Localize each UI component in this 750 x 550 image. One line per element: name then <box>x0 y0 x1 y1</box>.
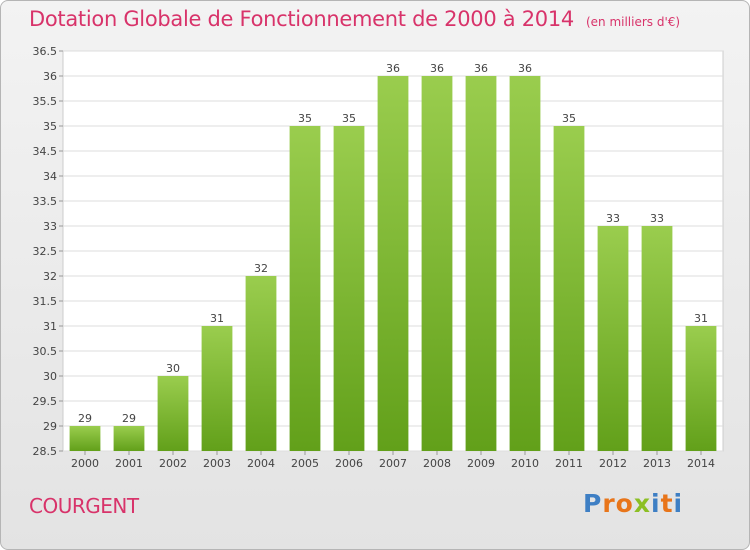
logo-letter: t <box>660 489 674 518</box>
data-label: 32 <box>254 262 268 275</box>
chart-title-text: Dotation Globale de Fonctionnement de 20… <box>29 7 574 31</box>
logo-letter: i <box>651 489 661 518</box>
chart-subtitle: (en milliers d'€) <box>585 15 681 29</box>
x-tick-label: 2006 <box>335 457 363 470</box>
logo-letter: o <box>615 489 634 518</box>
data-label: 29 <box>78 412 92 425</box>
x-tick-label: 2007 <box>379 457 407 470</box>
bar-2007 <box>377 76 409 451</box>
data-label: 33 <box>650 212 664 225</box>
data-labels: 29 29 30 31 32 35 35 36 36 36 36 35 33 33 31 <box>78 62 708 425</box>
data-label: 33 <box>606 212 620 225</box>
bar-2001 <box>113 426 145 451</box>
logo-letter: P <box>583 489 603 518</box>
bar-2004 <box>245 276 277 451</box>
bar-2012 <box>597 226 629 451</box>
x-tick-label: 2009 <box>467 457 495 470</box>
x-tick-label: 2001 <box>115 457 143 470</box>
bar-2003 <box>201 326 233 451</box>
x-tick-label: 2002 <box>159 457 187 470</box>
bar-2006 <box>333 126 365 451</box>
y-tick-label: 30 <box>43 370 57 383</box>
x-tick-label: 2011 <box>555 457 583 470</box>
y-tick-label: 31 <box>43 320 57 333</box>
logo-letter: r <box>602 489 616 518</box>
x-tick-label: 2010 <box>511 457 539 470</box>
data-label: 35 <box>298 112 312 125</box>
proxiti-logo[interactable]: Proxiti <box>583 489 683 518</box>
bar-2011 <box>553 126 585 451</box>
y-tick-label: 34 <box>43 170 57 183</box>
bar-2008 <box>421 76 453 451</box>
bar-2010 <box>509 76 541 451</box>
y-tick-label: 33.5 <box>33 195 58 208</box>
x-tick-label: 2003 <box>203 457 231 470</box>
y-tick-label: 35 <box>43 120 57 133</box>
y-tick-label: 35.5 <box>33 95 58 108</box>
y-tick-label: 32.5 <box>33 245 58 258</box>
y-tick-label: 34.5 <box>33 145 58 158</box>
data-label: 36 <box>474 62 488 75</box>
logo-letter: i <box>673 489 684 518</box>
data-label: 31 <box>694 312 708 325</box>
bars <box>69 76 717 455</box>
x-tick-labels: 2000 2001 2002 2003 2004 2005 2006 2007 2008 2009… <box>71 457 715 470</box>
data-label: 36 <box>386 62 400 75</box>
bar-2009 <box>465 76 497 451</box>
bar-2014 <box>685 326 717 451</box>
data-label: 36 <box>430 62 444 75</box>
x-tick-label: 2008 <box>423 457 451 470</box>
x-tick-label: 2014 <box>687 457 715 470</box>
data-label: 35 <box>342 112 356 125</box>
y-tick-label: 29.5 <box>33 395 58 408</box>
x-tick-label: 2000 <box>71 457 99 470</box>
commune-name: COURGENT <box>29 494 139 518</box>
chart-title: Dotation Globale de Fonctionnement de 20… <box>29 7 680 31</box>
y-tick-label: 29 <box>43 420 57 433</box>
bar-2002 <box>157 376 189 451</box>
y-tick-label: 28.5 <box>33 445 58 458</box>
y-tick-label: 33 <box>43 220 57 233</box>
x-tick-label: 2012 <box>599 457 627 470</box>
bar-2005 <box>289 126 321 451</box>
data-label: 30 <box>166 362 180 375</box>
data-label: 31 <box>210 312 224 325</box>
bar-2000 <box>69 426 101 451</box>
x-tick-label: 2013 <box>643 457 671 470</box>
bar-2013 <box>641 226 673 451</box>
x-tick-label: 2004 <box>247 457 275 470</box>
x-tick-label: 2005 <box>291 457 319 470</box>
y-tick-label: 36.5 <box>33 45 58 58</box>
data-label: 36 <box>518 62 532 75</box>
y-tick-label: 30.5 <box>33 345 58 358</box>
data-label: 29 <box>122 412 136 425</box>
y-tick-label: 32 <box>43 270 57 283</box>
data-label: 35 <box>562 112 576 125</box>
y-tick-label: 31.5 <box>33 295 58 308</box>
y-tick-label: 36 <box>43 70 57 83</box>
logo-letter: x <box>633 489 651 518</box>
y-tick-labels: 28.5 29 29.5 30 30.5 31 31.5 32 32.5 33 33.5 34 34.5… <box>33 45 58 458</box>
